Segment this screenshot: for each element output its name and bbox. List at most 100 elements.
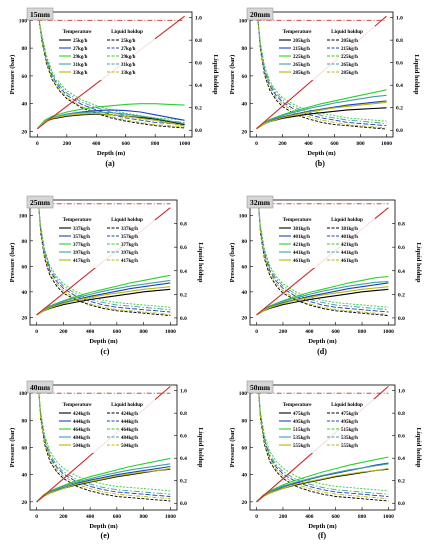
legend-entry-holdup: 357kg/h	[121, 235, 138, 240]
x-tick-label: 600	[122, 141, 131, 147]
y2-tick-label: 0.0	[180, 316, 187, 322]
y2-tick-label: 0.6	[396, 61, 403, 67]
x-tick-label: 200	[279, 514, 288, 520]
legend-entry-temperature: 225kg/h	[293, 55, 310, 60]
legend-header-temperature: Temperature	[283, 402, 313, 408]
x-axis-label: Depth (m)	[308, 523, 336, 530]
legend-entry-holdup: 397kg/h	[121, 251, 138, 256]
legend-entry-holdup: 484kg/h	[121, 436, 138, 441]
legend-entry-temperature: 424kg/h	[73, 412, 90, 417]
holdup-line-441kg/h	[258, 205, 389, 311]
y2-tick-label: 0.2	[398, 479, 405, 485]
y-tick-label: 40	[22, 473, 28, 479]
y2-tick-label: 0.0	[195, 128, 202, 134]
y-tick-label: 40	[22, 102, 28, 108]
plot-frame	[249, 11, 394, 138]
legend-entry-temperature: 464kg/h	[73, 428, 90, 433]
holdup-line-33kg/h	[38, 17, 185, 128]
x-tick-label: 600	[113, 514, 122, 520]
y-tick-label: 60	[22, 264, 28, 270]
y2-tick-label: 0.0	[180, 501, 187, 507]
legend-entry-holdup: 424kg/h	[121, 412, 138, 417]
y2-tick-label: 0.4	[398, 269, 405, 275]
temperature-line-337kg/h	[36, 288, 171, 316]
temperature-line-417kg/h	[36, 286, 171, 316]
legend-entry-holdup: 27kg/h	[121, 47, 136, 52]
temperature-line-555kg/h	[256, 468, 389, 503]
y-tick-label: 100	[239, 391, 248, 397]
y-tick-label: 80	[22, 239, 28, 245]
legend-header-temperature: Temperature	[63, 217, 93, 223]
legend-box	[275, 214, 375, 268]
legend-header-holdup: Liquid holdup	[331, 29, 363, 35]
y-tick-label: 40	[242, 102, 248, 108]
holdup-line-397kg/h	[38, 205, 171, 311]
y-axis-label: Pressure (bar)	[9, 55, 16, 95]
holdup-line-225kg/h	[257, 17, 387, 122]
y2-tick-label: 0.4	[180, 269, 187, 275]
chart-panel-d: 0 200 400 600 800 1000 20 40 60 80 100 0.0 0.2 0.4 0.6…	[229, 195, 422, 356]
x-tick-label: 0	[35, 329, 38, 335]
legend-entry-holdup: 377kg/h	[121, 243, 138, 248]
x-tick-label: 200	[279, 329, 288, 335]
x-tick-label: 800	[358, 514, 367, 520]
x-tick-label: 800	[356, 141, 365, 147]
legend-header-temperature: Temperature	[283, 29, 313, 35]
legend-entry-temperature: 515kg/h	[293, 428, 310, 433]
y-tick-label: 60	[242, 264, 248, 270]
y-tick-label: 100	[239, 213, 248, 219]
legend-entry-holdup: 535kg/h	[341, 436, 358, 441]
legend-entry-holdup: 464kg/h	[121, 428, 138, 433]
y2-axis-label: Liquid holdup	[197, 243, 204, 283]
panel-tag-box	[26, 7, 54, 21]
panel-caption: (b)	[315, 159, 325, 168]
panel-tag-box	[26, 380, 54, 394]
chart-panel-a: 0 200 400 600 800 1000 20 40 60 80 100 0.0 0.2 0.4 0.6…	[9, 7, 219, 168]
legend-header-holdup: Liquid holdup	[111, 29, 143, 35]
y-axis-label: Pressure (bar)	[9, 428, 16, 468]
holdup-line-461kg/h	[258, 205, 389, 315]
holdup-line-555kg/h	[258, 390, 389, 500]
x-tick-label: 0	[36, 141, 39, 147]
x-tick-label: 0	[255, 329, 258, 335]
legend-entry-holdup: 265kg/h	[341, 63, 358, 68]
legend-entry-temperature: 285kg/h	[293, 71, 310, 76]
holdup-line-25kg/h	[38, 17, 185, 129]
legend-entry-temperature: 555kg/h	[293, 444, 310, 449]
y2-tick-label: 0.6	[398, 245, 405, 251]
y2-tick-label: 0.8	[398, 411, 405, 417]
legend-header-temperature: Temperature	[283, 217, 313, 223]
legend-header-temperature: Temperature	[63, 29, 93, 35]
legend-entry-temperature: 495kg/h	[293, 420, 310, 425]
legend-entry-holdup: 337kg/h	[121, 227, 138, 232]
y-tick-label: 40	[242, 473, 248, 479]
y2-tick-label: 0.0	[398, 316, 405, 322]
x-tick-label: 800	[151, 141, 160, 147]
legend-header-temperature: Temperature	[63, 402, 93, 408]
y2-tick-label: 0.6	[180, 434, 187, 440]
legend-entry-holdup: 504kg/h	[121, 444, 138, 449]
legend-header-holdup: Liquid holdup	[331, 402, 363, 408]
temperature-line-441kg/h	[256, 281, 389, 316]
y-tick-label: 20	[242, 315, 248, 321]
legend-entry-holdup: 441kg/h	[341, 251, 358, 256]
x-tick-label: 800	[358, 329, 367, 335]
y2-tick-label: 1.0	[398, 389, 405, 395]
holdup-line-444kg/h	[38, 390, 171, 497]
x-tick-label: 400	[305, 329, 314, 335]
legend-entry-temperature: 381kg/h	[293, 227, 310, 232]
plot-frame	[249, 199, 396, 326]
x-tick-label: 200	[63, 141, 72, 147]
x-tick-label: 600	[332, 329, 341, 335]
y-axis-label: Pressure (bar)	[9, 243, 16, 283]
y2-tick-label: 0.6	[398, 434, 405, 440]
legend-entry-holdup: 381kg/h	[341, 227, 358, 232]
legend-entry-temperature: 31kg/h	[73, 63, 88, 68]
legend-entry-temperature: 504kg/h	[73, 444, 90, 449]
legend-entry-temperature: 475kg/h	[293, 412, 310, 417]
x-tick-label: 1000	[179, 141, 190, 147]
legend-entry-temperature: 29kg/h	[73, 55, 88, 60]
y2-axis-label: Liquid holdup	[415, 243, 422, 283]
temperature-line-461kg/h	[256, 286, 389, 316]
